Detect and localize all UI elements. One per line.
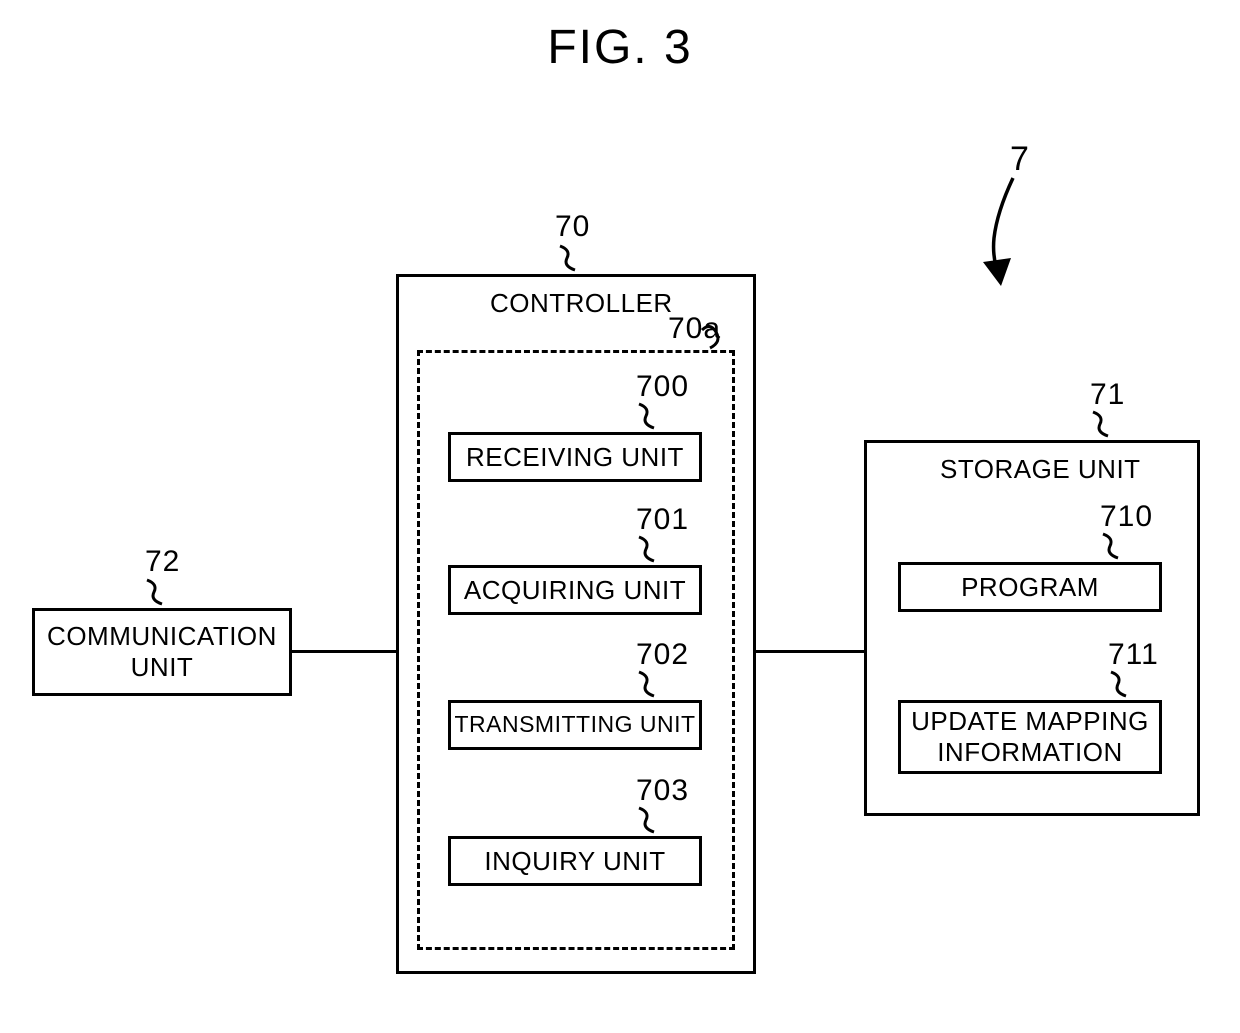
transmitting-unit-squiggle <box>632 670 672 700</box>
controller-inner-squiggle <box>700 324 740 354</box>
inquiry-unit-block: INQUIRY UNIT <box>448 836 702 886</box>
acquiring-unit-ref: 701 <box>636 503 689 537</box>
transmitting-unit-block: TRANSMITTING UNIT <box>448 700 702 750</box>
update-mapping-squiggle <box>1104 670 1144 700</box>
acquiring-unit-squiggle <box>632 535 672 565</box>
diagram-stage: FIG. 3 7 COMMUNICATION UNIT 72 CONTROLLE… <box>0 0 1240 1033</box>
connector-controller-to-storage <box>756 650 864 653</box>
receiving-unit-ref: 700 <box>636 370 689 404</box>
controller-title: CONTROLLER <box>490 288 673 319</box>
program-block: PROGRAM <box>898 562 1162 612</box>
communication-unit-label: COMMUNICATION UNIT <box>47 621 277 682</box>
controller-ref: 70 <box>555 210 590 244</box>
storage-unit-squiggle <box>1086 410 1126 440</box>
program-ref: 710 <box>1100 500 1153 534</box>
update-mapping-block: UPDATE MAPPING INFORMATION <box>898 700 1162 774</box>
figure-title-text: FIG. 3 <box>547 21 692 74</box>
acquiring-unit-block: ACQUIRING UNIT <box>448 565 702 615</box>
acquiring-unit-label: ACQUIRING UNIT <box>464 575 686 606</box>
inquiry-unit-ref: 703 <box>636 774 689 808</box>
storage-unit-title: STORAGE UNIT <box>940 454 1141 485</box>
receiving-unit-block: RECEIVING UNIT <box>448 432 702 482</box>
inquiry-unit-label: INQUIRY UNIT <box>484 846 665 877</box>
controller-squiggle <box>553 244 593 274</box>
figure-title: FIG. 3 <box>500 20 740 75</box>
storage-unit-ref: 71 <box>1090 378 1125 412</box>
transmitting-unit-label: TRANSMITTING UNIT <box>454 711 695 738</box>
update-mapping-ref: 711 <box>1108 638 1159 672</box>
connector-comm-to-controller <box>292 650 396 653</box>
program-squiggle <box>1096 532 1136 562</box>
main-ref-label: 7 <box>1010 140 1030 179</box>
communication-unit-squiggle <box>140 578 180 608</box>
update-mapping-label: UPDATE MAPPING INFORMATION <box>911 706 1149 767</box>
transmitting-unit-ref: 702 <box>636 638 689 672</box>
program-label: PROGRAM <box>961 572 1099 603</box>
inquiry-unit-squiggle <box>632 806 672 836</box>
receiving-unit-label: RECEIVING UNIT <box>466 442 684 473</box>
receiving-unit-squiggle <box>632 402 672 432</box>
communication-unit-ref: 72 <box>145 545 180 579</box>
communication-unit-block: COMMUNICATION UNIT <box>32 608 292 696</box>
